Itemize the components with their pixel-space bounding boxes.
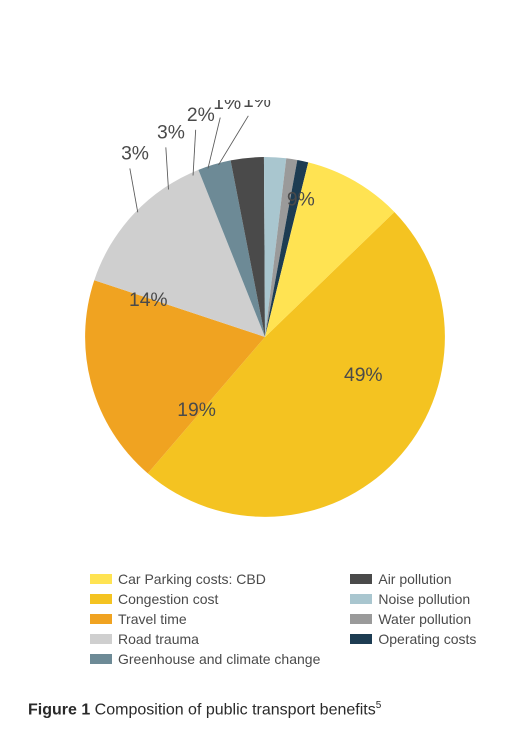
legend-item: Road trauma — [90, 630, 320, 648]
callout-line — [166, 147, 169, 189]
legend-label: Water pollution — [378, 610, 471, 628]
legend-swatch — [90, 614, 112, 624]
legend-swatch — [350, 634, 372, 644]
legend-swatch — [350, 574, 372, 584]
slice-pct-label: 49% — [344, 365, 383, 386]
caption-prefix: Figure 1 — [28, 701, 90, 718]
legend-swatch — [350, 594, 372, 604]
legend-swatch — [350, 614, 372, 624]
legend-column: Car Parking costs: CBD Congestion cost Tra… — [90, 570, 320, 668]
slice-pct-label: 3% — [121, 144, 149, 165]
legend-item: Air pollution — [350, 570, 476, 588]
slice-pct-label: 2% — [187, 105, 215, 126]
legend-item: Greenhouse and climate change — [90, 650, 320, 668]
pie-chart: 49%19%14%3%3%2%1%1%9% — [50, 100, 480, 530]
slice-pct-label: 14% — [129, 290, 168, 311]
slice-pct-label: 1% — [213, 100, 241, 114]
pie-chart-container: 49%19%14%3%3%2%1%1%9% — [0, 0, 522, 530]
legend-label: Travel time — [118, 610, 187, 628]
legend-swatch — [90, 634, 112, 644]
figure-caption: Figure 1 Composition of public transport… — [28, 700, 381, 719]
slice-pct-label: 3% — [157, 123, 185, 144]
legend-label: Congestion cost — [118, 590, 218, 608]
slice-pct-label: 1% — [243, 100, 271, 112]
legend-label: Noise pollution — [378, 590, 470, 608]
legend-item: Travel time — [90, 610, 320, 628]
legend-column: Air pollution Noise pollution Water pollut… — [350, 570, 476, 668]
legend-label: Air pollution — [378, 570, 451, 588]
legend-item: Congestion cost — [90, 590, 320, 608]
callout-line — [218, 116, 248, 165]
slice-pct-label: 19% — [177, 400, 216, 421]
legend: Car Parking costs: CBD Congestion cost Tra… — [90, 570, 490, 668]
legend-label: Road trauma — [118, 630, 199, 648]
legend-swatch — [90, 654, 112, 664]
legend-item: Noise pollution — [350, 590, 476, 608]
caption-text: Composition of public transport benefits — [90, 701, 375, 718]
caption-superscript: 5 — [376, 700, 382, 711]
legend-label: Greenhouse and climate change — [118, 650, 320, 668]
legend-item: Car Parking costs: CBD — [90, 570, 320, 588]
legend-label: Operating costs — [378, 630, 476, 648]
legend-label: Car Parking costs: CBD — [118, 570, 266, 588]
callout-line — [130, 168, 138, 212]
legend-item: Operating costs — [350, 630, 476, 648]
callout-line — [193, 130, 196, 176]
legend-swatch — [90, 574, 112, 584]
legend-item: Water pollution — [350, 610, 476, 628]
legend-swatch — [90, 594, 112, 604]
slice-pct-label: 9% — [287, 189, 315, 210]
